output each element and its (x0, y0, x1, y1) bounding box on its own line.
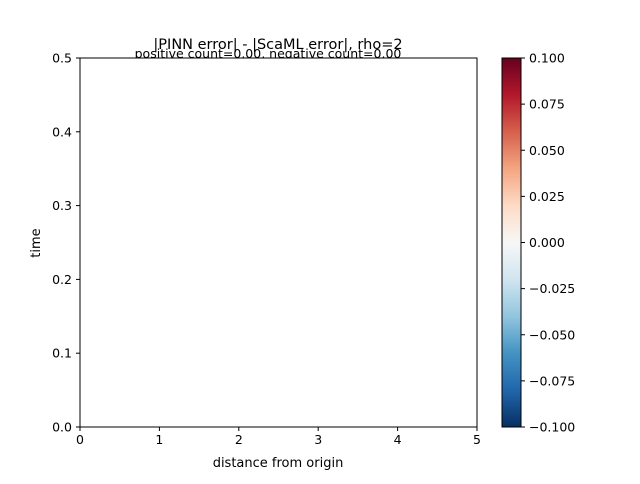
y-tick-label: 0.5 (52, 51, 72, 66)
x-axis: 0 1 2 3 4 5 (76, 427, 481, 447)
x-tick-label: 1 (155, 432, 163, 447)
colorbar-tick-label: −0.050 (529, 327, 575, 342)
colorbar-tick-label: 0.100 (529, 51, 565, 66)
colorbar-tick-label: 0.000 (529, 235, 565, 250)
colorbar-tick-label: 0.050 (529, 143, 565, 158)
y-tick-label: 0.4 (52, 124, 72, 139)
y-axis: 0.0 0.1 0.2 0.3 0.4 0.5 (52, 51, 80, 435)
chart-title: |PINN error| - |ScaML error|, rho=2 (153, 37, 402, 53)
chart-subtitle: positive count=0.00, negative count=0.00 (135, 46, 402, 61)
y-axis-label: time (29, 228, 44, 257)
x-axis-label: distance from origin (213, 456, 344, 471)
colorbar-axis: −0.100 −0.075 −0.050 −0.025 0.000 0.025 0.050 0… (521, 51, 575, 435)
colorbar-tick-label: 0.075 (529, 97, 565, 112)
y-tick-label: 0.2 (52, 272, 72, 287)
y-tick-label: 0.0 (52, 420, 72, 435)
colorbar-tick-label: 0.025 (529, 189, 565, 204)
y-tick-label: 0.1 (52, 346, 72, 361)
x-tick-label: 4 (394, 432, 402, 447)
plot-area (79, 57, 478, 428)
colorbar-tick-label: −0.100 (529, 420, 575, 435)
colorbar (501, 57, 522, 428)
x-tick-label: 3 (314, 432, 322, 447)
colorbar-tick-label: −0.075 (529, 373, 575, 388)
x-tick-label: 0 (76, 432, 84, 447)
x-tick-label: 5 (473, 432, 481, 447)
colorbar-tick-label: −0.025 (529, 281, 575, 296)
y-tick-label: 0.3 (52, 198, 72, 213)
x-tick-label: 2 (235, 432, 243, 447)
